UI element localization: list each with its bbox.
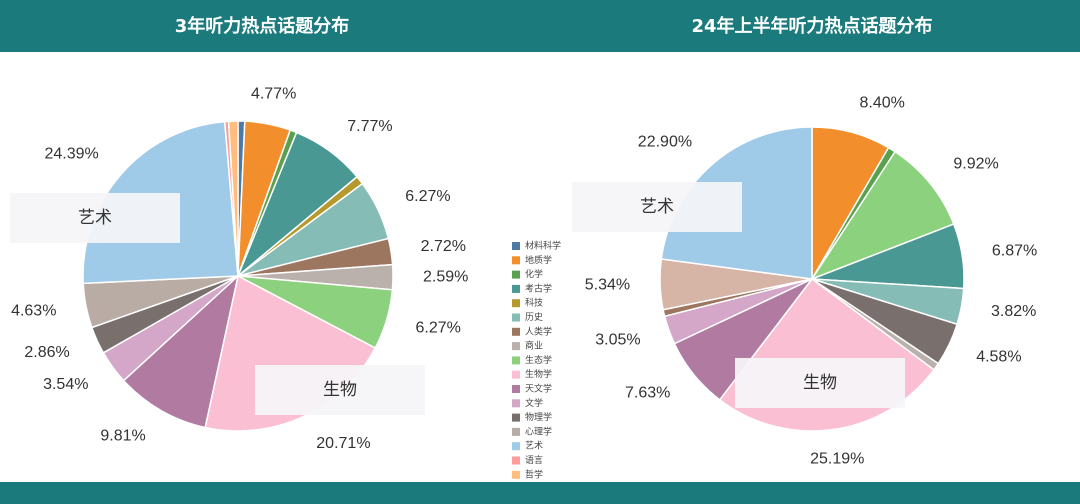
legend-swatch (512, 313, 520, 322)
legend-swatch (512, 242, 520, 250)
slice-label: 7.77% (347, 118, 392, 135)
slice-label: 4.77% (251, 86, 296, 103)
slice-label: 4.63% (11, 303, 56, 320)
slice-label: 9.92% (953, 156, 998, 173)
pie-slice (227, 120, 239, 277)
slice-label: 6.27% (405, 188, 450, 205)
slice-label: 6.27% (415, 319, 460, 336)
legend-swatch (512, 456, 520, 465)
legend-swatch (512, 385, 520, 393)
legend-swatch (512, 413, 520, 422)
legend-swatch (512, 442, 520, 451)
legend-label: 生态学 (525, 354, 552, 366)
chart-title: 3年听力热点话题分布 (175, 15, 350, 37)
annotation-box (255, 365, 425, 415)
slice-label: 25.19% (810, 450, 864, 467)
slice-label: 3.54% (43, 376, 88, 393)
slice-label: 3.82% (991, 303, 1036, 320)
slice-label: 22.90% (638, 133, 692, 150)
pie-slice (122, 273, 240, 429)
slice-label: 9.81% (100, 428, 145, 445)
slice-label: 20.71% (316, 435, 370, 452)
slice-label: 2.59% (423, 269, 468, 286)
legend-swatch (512, 270, 520, 279)
annotation-box (572, 182, 742, 232)
slice-label: 7.63% (625, 385, 670, 402)
annotation: 艺术 (78, 208, 112, 228)
legend-swatch (512, 427, 520, 436)
legend-label: 历史 (525, 311, 543, 323)
annotation-box (10, 193, 180, 243)
slice-label: 3.05% (595, 331, 640, 348)
legend-swatch (512, 356, 520, 365)
legend-swatch (512, 327, 520, 336)
slice-label: 2.72% (421, 238, 466, 255)
footer-bar (0, 482, 1080, 504)
legend-swatch (512, 299, 520, 308)
legend-label: 文学 (525, 397, 543, 409)
legend-label: 考古学 (525, 282, 552, 294)
legend-label: 生物学 (525, 368, 552, 380)
legend-label: 人类学 (525, 325, 552, 337)
slice-label: 4.58% (976, 349, 1021, 366)
pie-slice (810, 150, 955, 281)
legend-swatch (512, 342, 520, 351)
chart-title: 24年上半年听力热点话题分布 (691, 15, 932, 37)
legend-label: 物理学 (525, 411, 552, 423)
annotation: 艺术 (640, 197, 674, 217)
slice-label: 24.39% (44, 145, 98, 162)
annotation: 生物 (323, 380, 357, 400)
legend-swatch (512, 256, 520, 265)
slice-label: 5.34% (585, 277, 630, 294)
legend-label: 科技 (525, 297, 543, 309)
slice-label: 6.87% (992, 242, 1037, 259)
legend-label: 哲学 (525, 468, 543, 480)
legend-label: 商业 (525, 340, 543, 352)
header-bar (0, 0, 1080, 52)
legend-label: 地质学 (525, 254, 552, 266)
annotation-box (735, 358, 905, 408)
legend-swatch (512, 370, 520, 379)
legend-swatch (512, 470, 520, 479)
legend-label: 天文学 (525, 383, 552, 395)
legend-swatch (512, 284, 520, 293)
slice-label: 8.40% (859, 95, 904, 112)
slice-label: 2.86% (24, 344, 69, 361)
legend-label: 语言 (525, 454, 543, 466)
legend-label: 材料科学 (525, 240, 561, 252)
legend-swatch (512, 399, 520, 408)
legend-label: 艺术 (525, 440, 543, 452)
legend-label: 心理学 (525, 425, 552, 437)
annotation: 生物 (803, 373, 837, 393)
legend-label: 化学 (525, 268, 543, 280)
